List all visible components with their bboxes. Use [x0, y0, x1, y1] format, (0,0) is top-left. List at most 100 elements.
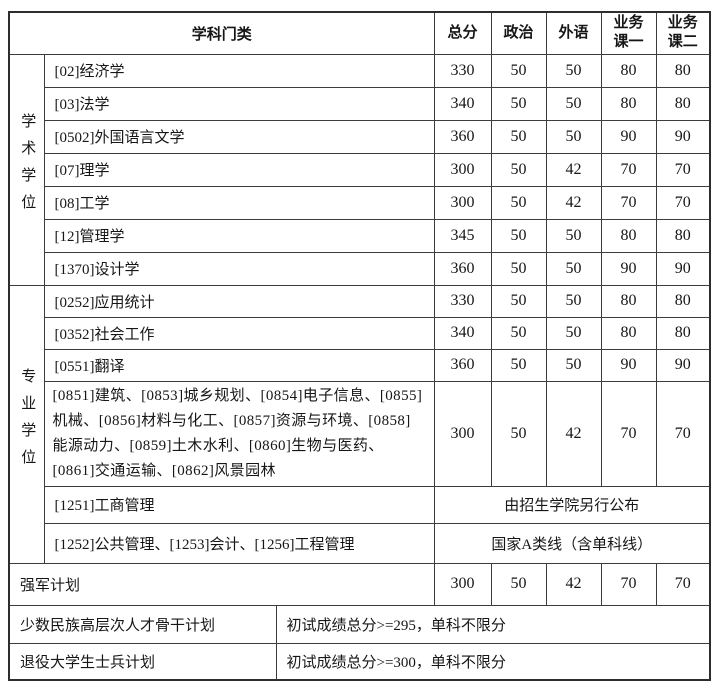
course2-cell: 70 — [655, 380, 711, 487]
header-course-two: 业务 课二 — [655, 11, 711, 55]
table-row: 专业学位 [0252]应用统计 330 50 50 80 80 — [8, 284, 711, 564]
course2-cell: 80 — [655, 284, 711, 318]
subject-cell: [07]理学 — [43, 152, 435, 187]
politics-cell: 50 — [490, 218, 547, 253]
merged-note-cell: 国家A类线（含单科线） — [433, 522, 711, 564]
course1-cell: 70 — [600, 185, 657, 220]
table-row: 少数民族高层次人才骨干计划 初试成绩总分>=295，单科不限分 — [8, 604, 711, 644]
course1-cell: 90 — [600, 251, 657, 286]
subject-cell: [03]法学 — [43, 86, 435, 121]
subject-cell: [0352]社会工作 — [43, 316, 435, 350]
course2-cell: 70 — [655, 562, 711, 606]
subject-cell: [02]经济学 — [43, 53, 435, 88]
total-cell: 300 — [433, 562, 492, 606]
subject-cell: [1251]工商管理 — [43, 485, 435, 524]
plan-label-army: 强军计划 — [8, 562, 435, 606]
course1-cell: 90 — [600, 119, 657, 154]
table-row: [0551]翻译 360 50 50 90 90 — [9, 348, 711, 382]
total-cell: 300 — [433, 380, 492, 487]
course2-cell: 90 — [655, 119, 711, 154]
foreign-cell: 50 — [545, 119, 602, 154]
course1-cell: 80 — [600, 316, 657, 350]
group-label-text: 专业学位 — [19, 367, 36, 476]
foreign-cell: 50 — [545, 53, 602, 88]
politics-cell: 50 — [490, 185, 547, 220]
politics-cell: 50 — [490, 86, 547, 121]
politics-cell: 50 — [490, 152, 547, 187]
table-row: [1251]工商管理 由招生学院另行公布 — [9, 485, 711, 524]
course2-cell: 70 — [655, 152, 711, 187]
total-cell: 330 — [433, 53, 492, 88]
total-cell: 300 — [433, 185, 492, 220]
subject-cell: [0502]外国语言文学 — [43, 119, 435, 154]
header-row: 学科门类 总分 政治 外语 业务 课一 业务 课二 — [8, 11, 711, 55]
politics-cell: 50 — [490, 380, 547, 487]
foreign-cell: 50 — [545, 251, 602, 286]
admission-score-table: 学科门类 总分 政治 外语 业务 课一 业务 课二 学术学位 [02]经济学 3… — [8, 11, 711, 681]
course1-cell: 70 — [600, 380, 657, 487]
foreign-cell: 42 — [545, 152, 602, 187]
header-total-score: 总分 — [433, 11, 492, 55]
group-label-academic: 学术学位 — [8, 53, 45, 286]
subject-cell: [0252]应用统计 — [43, 284, 435, 318]
table-row: [03]法学 340 50 50 80 80 — [9, 86, 711, 121]
table-row: 强军计划 300 50 42 70 70 — [8, 562, 711, 606]
course1-cell: 80 — [600, 284, 657, 318]
total-cell: 360 — [433, 119, 492, 154]
merged-note-cell: 由招生学院另行公布 — [433, 485, 711, 524]
header-politics: 政治 — [490, 11, 547, 55]
politics-cell: 50 — [490, 284, 547, 318]
foreign-cell: 50 — [545, 86, 602, 121]
course2-cell: 80 — [655, 316, 711, 350]
politics-cell: 50 — [490, 119, 547, 154]
foreign-cell: 42 — [545, 380, 602, 487]
total-cell: 345 — [433, 218, 492, 253]
plan-note-veteran: 初试成绩总分>=300，单科不限分 — [275, 642, 711, 681]
course1-cell: 70 — [600, 562, 657, 606]
foreign-cell: 50 — [545, 316, 602, 350]
table-row: [0851]建筑、[0853]城乡规划、[0854]电子信息、[0855]机械、… — [9, 380, 711, 487]
course2-cell: 90 — [655, 251, 711, 286]
politics-cell: 50 — [490, 316, 547, 350]
course1-cell: 70 — [600, 152, 657, 187]
course2-cell: 80 — [655, 218, 711, 253]
header-category: 学科门类 — [8, 11, 435, 55]
header-foreign-language: 外语 — [545, 11, 602, 55]
politics-cell: 50 — [490, 562, 547, 606]
header-course-one: 业务 课一 — [600, 11, 657, 55]
table-row: [1370]设计学 360 50 50 90 90 — [9, 251, 711, 286]
course2-cell: 80 — [655, 86, 711, 121]
plan-label-veteran: 退役大学生士兵计划 — [8, 642, 277, 681]
foreign-cell: 42 — [545, 562, 602, 606]
subject-cell: [1252]公共管理、[1253]会计、[1256]工程管理 — [43, 522, 435, 564]
subject-cell: [0551]翻译 — [43, 348, 435, 382]
subject-cell: [12]管理学 — [43, 218, 435, 253]
group-label-text: 学术学位 — [19, 113, 36, 221]
plan-label-minority: 少数民族高层次人才骨干计划 — [8, 604, 277, 644]
table-row: [08]工学 300 50 42 70 70 — [9, 185, 711, 220]
table-row: [12]管理学 345 50 50 80 80 — [9, 218, 711, 253]
foreign-cell: 42 — [545, 185, 602, 220]
politics-cell: 50 — [490, 348, 547, 382]
politics-cell: 50 — [490, 53, 547, 88]
table-row: [0352]社会工作 340 50 50 80 80 — [9, 316, 711, 350]
course2-cell: 90 — [655, 348, 711, 382]
total-cell: 340 — [433, 316, 492, 350]
foreign-cell: 50 — [545, 218, 602, 253]
total-cell: 360 — [433, 348, 492, 382]
plan-note-minority: 初试成绩总分>=295，单科不限分 — [275, 604, 711, 644]
table-row: [0502]外国语言文学 360 50 50 90 90 — [9, 119, 711, 154]
foreign-cell: 50 — [545, 284, 602, 318]
table-row: [07]理学 300 50 42 70 70 — [9, 152, 711, 187]
total-cell: 360 — [433, 251, 492, 286]
course2-cell: 80 — [655, 53, 711, 88]
course1-cell: 80 — [600, 86, 657, 121]
table-row: 退役大学生士兵计划 初试成绩总分>=300，单科不限分 — [8, 642, 711, 681]
total-cell: 340 — [433, 86, 492, 121]
course1-cell: 80 — [600, 53, 657, 88]
course1-cell: 80 — [600, 218, 657, 253]
foreign-cell: 50 — [545, 348, 602, 382]
subject-cell: [08]工学 — [43, 185, 435, 220]
politics-cell: 50 — [490, 251, 547, 286]
